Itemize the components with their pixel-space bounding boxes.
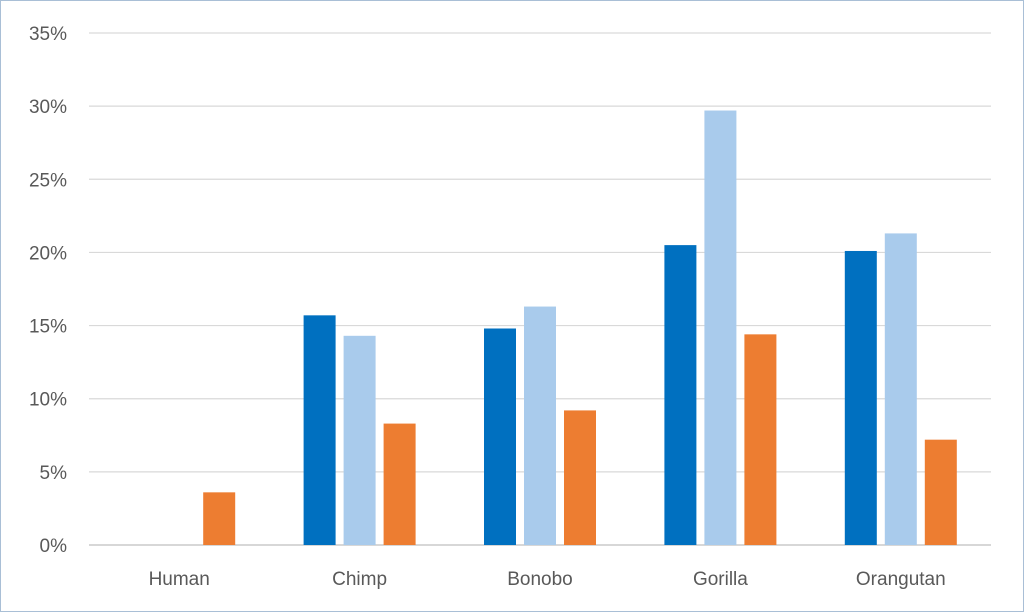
x-tick-label-orangutan: Orangutan xyxy=(856,569,946,590)
y-axis-labels: 0% 5% 10% 15% 20% 25% 30% 35% xyxy=(29,24,67,557)
bar-human-series-3 xyxy=(203,492,236,545)
x-tick-label-human: Human xyxy=(149,569,210,590)
bar-orangutan-series-3 xyxy=(924,439,957,545)
x-axis-labels: Human Chimp Bonobo Gorilla Orangutan xyxy=(149,569,946,590)
bars xyxy=(203,110,957,546)
bar-bonobo-series-2 xyxy=(524,306,556,545)
bar-orangutan-series-2 xyxy=(884,233,917,545)
bar-gorilla-series-2 xyxy=(704,110,737,545)
y-tick-label: 5% xyxy=(40,463,68,484)
bar-orangutan-series-1 xyxy=(844,250,877,546)
y-tick-label: 10% xyxy=(29,390,67,411)
y-tick-label: 0% xyxy=(40,536,68,557)
y-tick-label: 25% xyxy=(29,170,67,191)
x-tick-label-bonobo: Bonobo xyxy=(507,569,573,590)
y-tick-label: 30% xyxy=(29,97,67,118)
x-tick-label-chimp: Chimp xyxy=(332,569,387,590)
y-tick-label: 15% xyxy=(29,317,67,338)
bar-chimp-series-1 xyxy=(303,315,336,545)
bar-bonobo-series-1 xyxy=(484,328,516,545)
bar-bonobo-series-3 xyxy=(564,410,596,545)
bar-gorilla-series-1 xyxy=(664,245,697,545)
x-tick-label-gorilla: Gorilla xyxy=(693,569,748,590)
bar-chimp-series-3 xyxy=(383,423,416,545)
bar-gorilla-series-3 xyxy=(744,334,777,545)
y-tick-label: 20% xyxy=(29,243,67,264)
y-tick-label: 35% xyxy=(29,24,67,45)
bar-chimp-series-2 xyxy=(343,335,376,545)
